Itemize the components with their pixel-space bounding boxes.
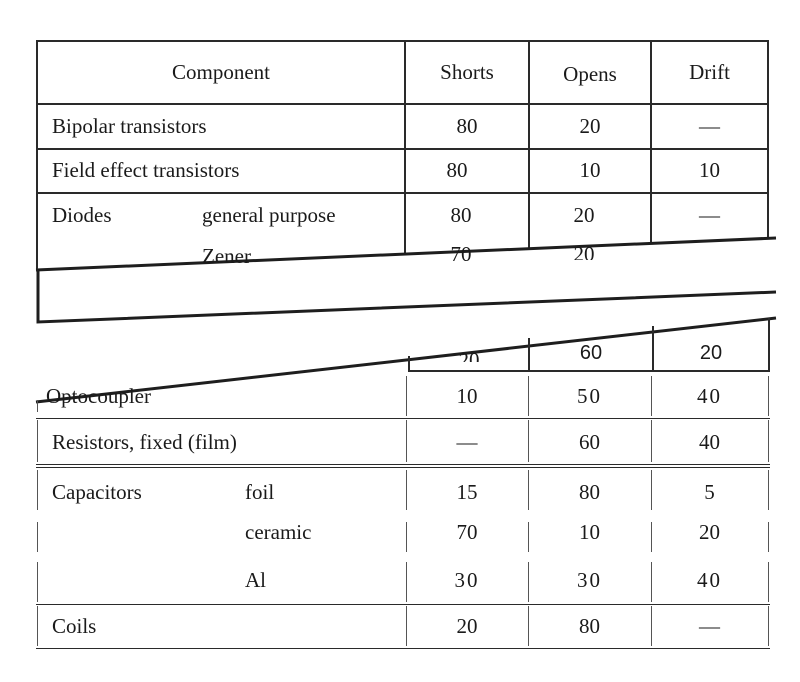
cell-shorts: 80 bbox=[446, 158, 468, 182]
row-border bbox=[36, 192, 769, 194]
cell-shorts: 30 bbox=[454, 568, 480, 592]
cell-shorts: 70 bbox=[456, 520, 478, 544]
table-bottom-border bbox=[36, 648, 770, 649]
column-border bbox=[37, 400, 38, 412]
row-border bbox=[36, 604, 770, 605]
column-border bbox=[651, 606, 652, 646]
cell-shorts: — bbox=[456, 430, 478, 454]
cell-opens: 60 bbox=[579, 342, 603, 364]
column-border bbox=[36, 40, 38, 273]
column-border bbox=[406, 522, 407, 552]
column-border bbox=[768, 606, 769, 646]
column-border bbox=[650, 40, 652, 252]
cell-drift: 20 bbox=[699, 520, 720, 544]
column-border bbox=[37, 606, 38, 646]
column-border bbox=[651, 376, 652, 416]
column-border bbox=[768, 470, 769, 510]
cell-subtype: Zener bbox=[202, 244, 251, 268]
row-border bbox=[36, 418, 770, 419]
cell-drift: 40 bbox=[699, 430, 720, 454]
cell-opens: 10 bbox=[579, 158, 601, 182]
cell-opens: 80 bbox=[579, 614, 600, 638]
column-border bbox=[768, 522, 769, 552]
column-border bbox=[767, 40, 769, 240]
cell-drift: 5 bbox=[704, 480, 715, 504]
column-border bbox=[408, 356, 410, 372]
cell-opens: 60 bbox=[579, 430, 600, 454]
header-shorts: Shorts bbox=[440, 60, 494, 84]
column-border bbox=[528, 522, 529, 552]
cell-component: Diodes bbox=[52, 203, 112, 227]
column-border bbox=[651, 420, 652, 462]
column-border bbox=[406, 420, 407, 462]
header-row-border bbox=[36, 103, 769, 105]
header-drift: Drift bbox=[689, 60, 730, 84]
cell-subtype: general purpose bbox=[202, 203, 336, 227]
column-border bbox=[37, 470, 38, 510]
cell-component: Optocoupler bbox=[46, 384, 151, 408]
cell-opens: 10 bbox=[579, 520, 600, 544]
column-border bbox=[37, 420, 38, 462]
cell-opens: 20 bbox=[573, 244, 595, 260]
column-border bbox=[406, 470, 407, 510]
cell-shorts: 20 bbox=[458, 350, 480, 362]
cell-drift: 40 bbox=[697, 384, 722, 408]
column-border bbox=[528, 470, 529, 510]
column-border bbox=[768, 562, 769, 602]
cell-component: Coils bbox=[52, 614, 97, 638]
cell-subtype: Al bbox=[245, 568, 266, 592]
row-border bbox=[36, 464, 770, 465]
cell-drift: — bbox=[699, 203, 720, 227]
row-border bbox=[408, 370, 770, 372]
cell-opens: 50 bbox=[577, 384, 602, 408]
column-border bbox=[404, 40, 406, 273]
cell-drift: — bbox=[699, 614, 720, 638]
cell-component: Field effect transistors bbox=[52, 158, 240, 182]
column-border bbox=[652, 326, 654, 372]
column-border bbox=[37, 522, 38, 552]
cell-subtype: foil bbox=[245, 480, 275, 504]
column-border bbox=[528, 338, 530, 372]
cell-opens: 30 bbox=[577, 568, 602, 592]
cell-subtype: ceramic bbox=[245, 520, 312, 544]
column-border bbox=[406, 606, 407, 646]
header-opens: Opens bbox=[563, 62, 617, 86]
column-border bbox=[406, 376, 407, 416]
cell-shorts: 20 bbox=[456, 614, 478, 638]
cell-component: Capacitors bbox=[52, 480, 142, 504]
row-border bbox=[36, 148, 769, 150]
cell-component: Resistors, fixed (film) bbox=[52, 430, 237, 454]
cell-shorts: 15 bbox=[456, 480, 478, 504]
cell-shorts: 80 bbox=[450, 203, 472, 227]
table-top-border bbox=[36, 40, 769, 42]
column-border bbox=[37, 562, 38, 602]
row-border bbox=[36, 467, 770, 468]
cell-opens: 80 bbox=[579, 480, 600, 504]
cell-shorts: 10 bbox=[456, 384, 478, 408]
column-border bbox=[768, 376, 769, 416]
cell-drift: 40 bbox=[697, 568, 722, 592]
cell-opens: 20 bbox=[579, 114, 601, 138]
cell-drift: 10 bbox=[699, 158, 720, 182]
column-border bbox=[651, 562, 652, 602]
column-border bbox=[768, 420, 769, 462]
cell-drift: — bbox=[699, 114, 720, 138]
column-border bbox=[528, 40, 530, 265]
column-border bbox=[651, 470, 652, 510]
cell-component: Bipolar transistors bbox=[52, 114, 207, 138]
column-border bbox=[528, 562, 529, 602]
column-border bbox=[528, 420, 529, 462]
column-border bbox=[528, 376, 529, 416]
column-border bbox=[651, 522, 652, 552]
cell-shorts: 80 bbox=[456, 114, 478, 138]
column-border bbox=[406, 562, 407, 602]
cell-shorts: 70 bbox=[450, 242, 472, 266]
column-border bbox=[768, 318, 770, 372]
cell-opens: 20 bbox=[573, 203, 595, 227]
header-component: Component bbox=[172, 60, 270, 84]
column-border bbox=[528, 606, 529, 646]
cell-drift: 20 bbox=[699, 342, 723, 364]
